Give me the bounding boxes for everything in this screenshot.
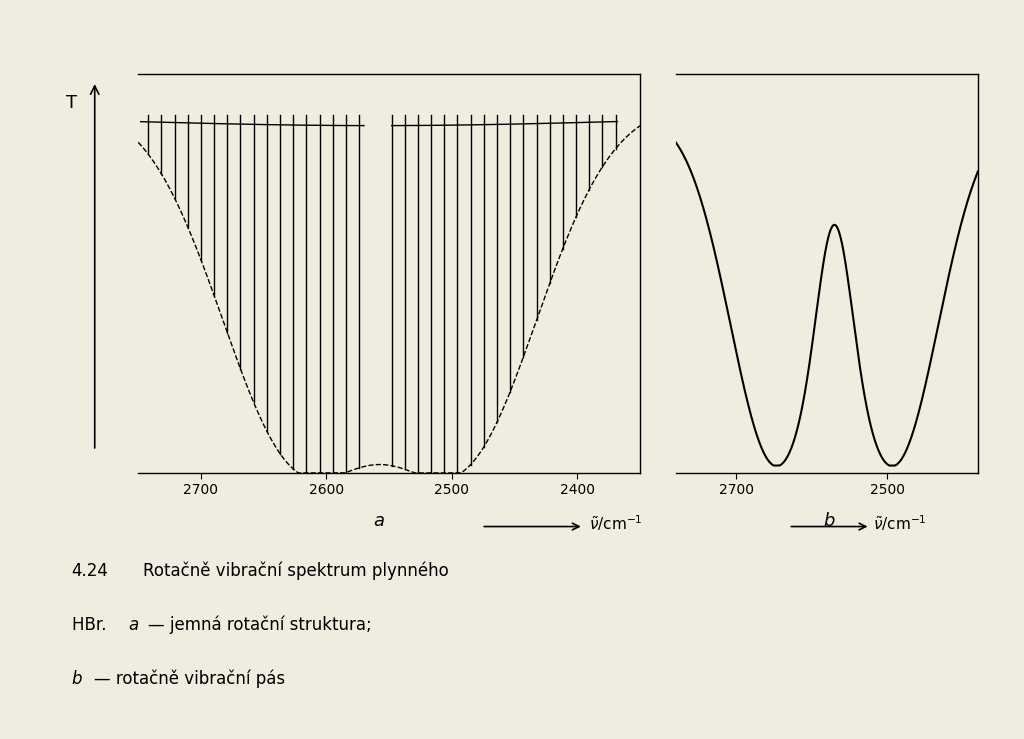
Text: 4.24: 4.24 — [72, 562, 109, 579]
Text: — jemná rotační struktura;: — jemná rotační struktura; — [148, 616, 373, 634]
Text: a: a — [128, 616, 138, 633]
Text: $\tilde{\nu}$/cm$^{-1}$: $\tilde{\nu}$/cm$^{-1}$ — [589, 514, 642, 533]
Text: Rotačně vibrační spektrum plynného: Rotačně vibrační spektrum plynného — [143, 562, 450, 580]
Text: a: a — [374, 512, 384, 530]
Text: b: b — [823, 512, 836, 530]
Text: $\tilde{\nu}$/cm$^{-1}$: $\tilde{\nu}$/cm$^{-1}$ — [873, 514, 927, 533]
Text: HBr.: HBr. — [72, 616, 115, 633]
Text: b: b — [72, 670, 82, 687]
Text: T: T — [67, 95, 77, 112]
Text: — rotačně vibrační pás: — rotačně vibrační pás — [94, 670, 286, 688]
